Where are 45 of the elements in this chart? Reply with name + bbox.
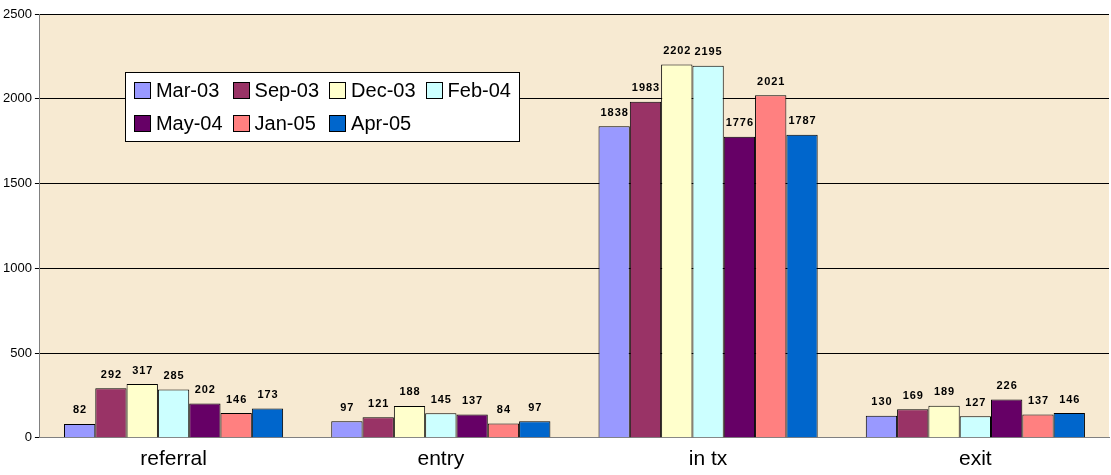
legend-label: Mar-03: [155, 79, 220, 102]
x-tick-label: exit: [959, 446, 992, 470]
data-label: 1 3 7: [1027, 394, 1049, 407]
data-label: 8 4: [496, 403, 511, 416]
data-label: 1 8 9: [933, 385, 955, 398]
y-tick-label: 2500: [3, 5, 32, 21]
data-label: 2 8 5: [163, 369, 184, 382]
x-tick-label: entry: [417, 446, 465, 470]
data-label: 1 2 7: [965, 395, 986, 408]
data-label: 3 1 7: [132, 363, 153, 376]
data-label: 1 7 8 7: [788, 114, 816, 127]
x-tick-label: referral: [140, 446, 207, 470]
y-tick-label: 1000: [3, 259, 32, 275]
y-tick-label: 0: [24, 429, 32, 445]
data-label: 2 2 0 2: [663, 44, 691, 57]
data-label: 1 3 7: [462, 394, 483, 407]
data-label: 1 4 6: [226, 392, 247, 405]
data-label: 2 2 6: [996, 379, 1017, 392]
legend-label: May-04: [155, 112, 223, 135]
data-label: 2 0 2: [194, 383, 215, 396]
data-label: 9 7: [340, 400, 354, 413]
legend-label: Sep-03: [254, 79, 320, 102]
y-tick-label: 1500: [3, 175, 32, 191]
legend-label: Feb-04: [447, 79, 511, 102]
data-label: 2 9 2: [100, 367, 122, 380]
legend-label: Jan-05: [254, 112, 316, 135]
data-label: 8 2: [73, 403, 87, 416]
x-tick-label: in tx: [688, 446, 728, 470]
data-label: 1 8 3 8: [600, 105, 628, 118]
data-label: 1 8 8: [399, 385, 420, 398]
data-label: 1 4 6: [1059, 392, 1080, 405]
data-label: 2 0 2 1: [757, 74, 785, 87]
legend-label: Dec-03: [351, 79, 416, 102]
data-label: 9 7: [528, 400, 542, 413]
data-label: 1 6 9: [902, 388, 923, 401]
data-label: 1 9 8 3: [631, 81, 660, 94]
legend-label: Apr-05: [351, 112, 412, 135]
y-tick-label: 2000: [3, 90, 32, 106]
y-tick-label: 500: [10, 344, 32, 360]
data-label: 1 4 5: [430, 392, 451, 405]
data-label: 1 7 3: [257, 388, 278, 400]
data-label: 1 7 7 6: [725, 116, 754, 129]
data-label: 2 1 9 5: [694, 45, 722, 58]
data-label: 1 3 0: [871, 395, 892, 408]
data-label: 1 2 1: [368, 396, 389, 409]
